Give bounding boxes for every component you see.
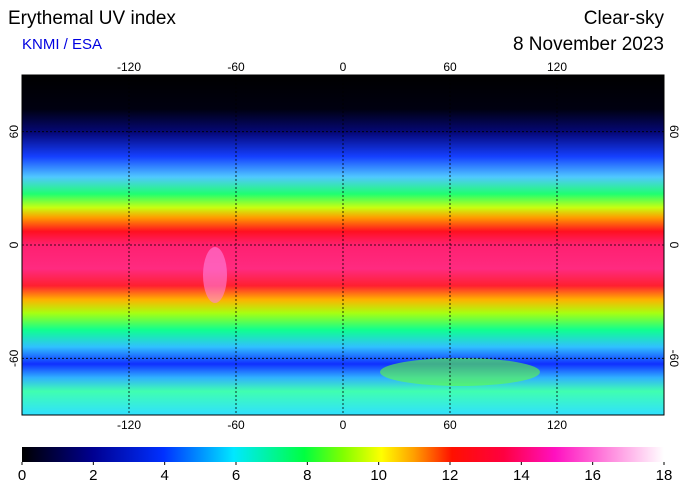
uv-patch xyxy=(203,247,227,303)
lat-label-right: 60 xyxy=(667,125,681,139)
colorbar-label: 0 xyxy=(18,467,26,484)
lon-label-bottom: 60 xyxy=(443,418,457,432)
title: Erythemal UV index xyxy=(8,8,176,29)
colorbar-label: 16 xyxy=(584,467,601,484)
date: 8 November 2023 xyxy=(513,34,664,55)
lat-label-right: -60 xyxy=(667,350,681,368)
map-frame xyxy=(21,74,665,416)
colorbar-label: 8 xyxy=(303,467,311,484)
condition: Clear-sky xyxy=(584,8,665,29)
lon-label-bottom: 120 xyxy=(547,418,567,432)
source: KNMI / ESA xyxy=(22,36,102,53)
lon-label-top: -120 xyxy=(117,60,141,74)
lon-label-top: 0 xyxy=(340,60,347,74)
colorbar-label: 14 xyxy=(513,467,530,484)
colorbar-label: 18 xyxy=(656,467,673,484)
lon-label-top: 60 xyxy=(443,60,457,74)
lat-label-left: -60 xyxy=(7,349,21,367)
lat-label-right: 0 xyxy=(667,242,681,249)
lon-label-bottom: -120 xyxy=(117,418,141,432)
uv-patch xyxy=(380,358,540,386)
colorbar-label: 2 xyxy=(89,467,97,484)
lon-label-bottom: 0 xyxy=(340,418,347,432)
lon-label-top: -60 xyxy=(227,60,245,74)
colorbar-label: 6 xyxy=(232,467,240,484)
lat-label-left: 60 xyxy=(7,125,21,139)
colorbar-label: 10 xyxy=(370,467,387,484)
lon-label-top: 120 xyxy=(547,60,567,74)
lat-label-left: 0 xyxy=(7,241,21,248)
colorbar xyxy=(22,447,664,462)
colorbar-label: 4 xyxy=(160,467,168,484)
lon-label-bottom: -60 xyxy=(227,418,245,432)
colorbar-label: 12 xyxy=(442,467,459,484)
